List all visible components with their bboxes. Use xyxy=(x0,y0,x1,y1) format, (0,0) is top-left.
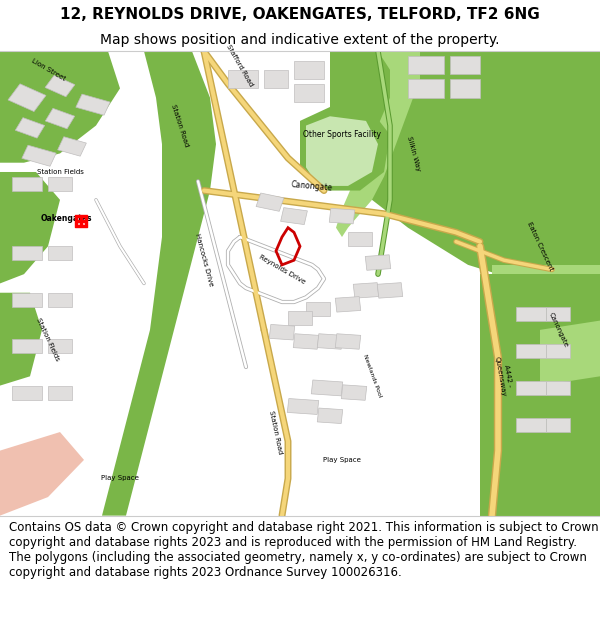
Bar xyxy=(48,292,72,307)
Bar xyxy=(12,292,42,307)
Bar xyxy=(311,380,343,396)
Bar xyxy=(546,418,570,432)
Text: Newlands Pool: Newlands Pool xyxy=(362,354,382,399)
Bar xyxy=(12,177,42,191)
Bar xyxy=(288,311,312,325)
Bar xyxy=(46,108,74,129)
Bar xyxy=(16,118,44,138)
Bar xyxy=(294,84,324,102)
Bar xyxy=(8,84,46,111)
Bar xyxy=(12,339,42,353)
Polygon shape xyxy=(336,51,420,237)
Bar xyxy=(546,307,570,321)
Text: A442 -
Queensway: A442 - Queensway xyxy=(494,355,514,398)
Text: 12, REYNOLDS DRIVE, OAKENGATES, TELFORD, TF2 6NG: 12, REYNOLDS DRIVE, OAKENGATES, TELFORD,… xyxy=(60,7,540,22)
Bar xyxy=(48,339,72,353)
Bar xyxy=(516,418,546,432)
Text: Contains OS data © Crown copyright and database right 2021. This information is : Contains OS data © Crown copyright and d… xyxy=(9,521,599,579)
Text: Eaton Crescent: Eaton Crescent xyxy=(526,221,554,272)
Text: Lion Street: Lion Street xyxy=(30,58,66,82)
Text: Station Road: Station Road xyxy=(268,410,284,454)
Bar xyxy=(76,94,110,115)
Text: Reynolds Drive: Reynolds Drive xyxy=(258,254,306,285)
Bar xyxy=(516,381,546,395)
Bar xyxy=(256,193,284,211)
Bar xyxy=(228,70,258,88)
Bar xyxy=(335,297,361,312)
Text: Play Space: Play Space xyxy=(101,476,139,481)
Bar xyxy=(348,232,372,246)
Text: Station Road: Station Road xyxy=(170,104,190,148)
Bar xyxy=(341,385,367,401)
Bar xyxy=(48,386,72,399)
Bar xyxy=(264,70,288,88)
Bar xyxy=(516,307,546,321)
Text: Stafford Road: Stafford Road xyxy=(226,43,254,87)
Text: Oakengates: Oakengates xyxy=(40,214,92,223)
Text: Hancocks Drive: Hancocks Drive xyxy=(194,233,214,288)
Bar xyxy=(287,399,319,414)
Bar xyxy=(317,334,343,349)
Bar xyxy=(22,145,56,166)
Text: Canongate: Canongate xyxy=(547,311,569,348)
Polygon shape xyxy=(528,153,600,246)
Bar xyxy=(450,79,480,98)
Bar xyxy=(12,386,42,399)
Polygon shape xyxy=(330,51,600,284)
Polygon shape xyxy=(540,321,600,386)
Bar xyxy=(281,208,307,224)
Text: Play Space: Play Space xyxy=(323,457,361,463)
Polygon shape xyxy=(0,432,84,516)
Polygon shape xyxy=(300,107,390,191)
Bar xyxy=(45,76,75,97)
Bar xyxy=(293,334,319,349)
Bar xyxy=(48,177,72,191)
Bar xyxy=(546,344,570,357)
Bar xyxy=(450,56,480,74)
Bar xyxy=(408,56,444,74)
Bar xyxy=(546,381,570,395)
Polygon shape xyxy=(492,265,600,274)
Bar xyxy=(306,302,330,316)
Bar xyxy=(516,344,546,357)
Bar xyxy=(294,61,324,79)
Polygon shape xyxy=(0,172,60,284)
Bar xyxy=(365,255,391,270)
Polygon shape xyxy=(306,116,378,186)
Polygon shape xyxy=(480,274,600,516)
Text: Map shows position and indicative extent of the property.: Map shows position and indicative extent… xyxy=(100,33,500,47)
Bar xyxy=(335,334,361,349)
Polygon shape xyxy=(102,51,216,516)
Bar xyxy=(353,282,379,298)
Bar xyxy=(269,324,295,340)
Text: Canongate: Canongate xyxy=(291,179,333,192)
Bar xyxy=(408,79,444,98)
Text: Other Sports Facility: Other Sports Facility xyxy=(303,131,381,139)
Bar xyxy=(329,208,355,224)
Text: Station Fields: Station Fields xyxy=(37,169,83,175)
Text: Station Fields: Station Fields xyxy=(35,317,61,362)
Bar xyxy=(48,246,72,260)
Bar xyxy=(12,246,42,260)
Bar xyxy=(377,282,403,298)
Text: Silkin Way: Silkin Way xyxy=(406,135,422,172)
Bar xyxy=(317,408,343,424)
Polygon shape xyxy=(0,292,42,386)
Bar xyxy=(58,137,86,156)
Polygon shape xyxy=(0,51,120,162)
